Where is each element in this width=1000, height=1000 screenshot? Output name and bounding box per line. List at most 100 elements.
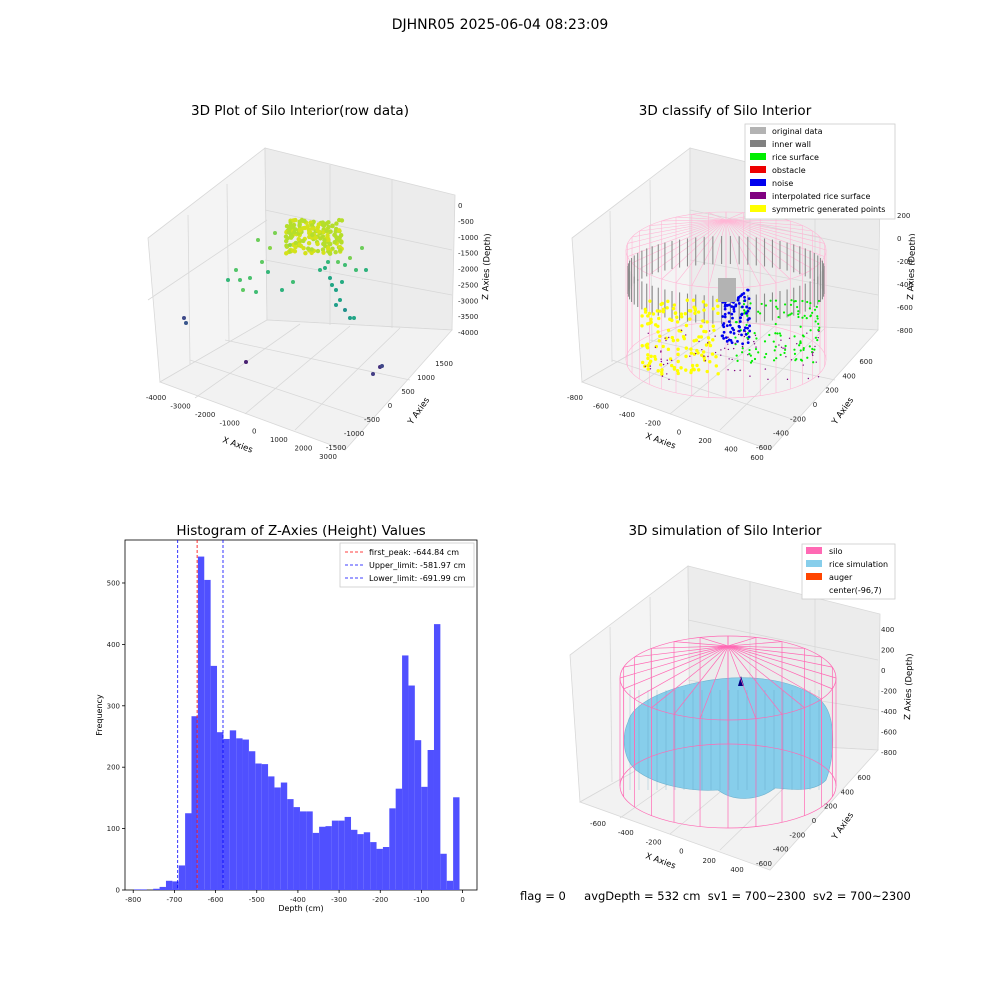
panel4-x-tick: 0 [679, 848, 683, 856]
histogram-bar [446, 880, 454, 890]
interpolated-point [815, 361, 817, 363]
histogram-bar [223, 738, 230, 890]
interpolated-point [714, 351, 717, 354]
rice-surface-point [797, 313, 800, 316]
interpolated-point [817, 336, 819, 339]
y-tick-label: 0 [116, 887, 120, 895]
interpolated-point [817, 376, 820, 378]
symmetric-point [666, 347, 671, 352]
panel2-zlabel: Z Axies (Depth) [906, 233, 915, 300]
symmetric-point [643, 310, 648, 314]
interpolated-point [660, 358, 662, 360]
data-point [352, 316, 356, 320]
histogram-bar [453, 797, 460, 890]
panel2-x-tick: -600 [593, 403, 609, 411]
interpolated-point [649, 368, 652, 370]
symmetric-point [684, 323, 689, 328]
x-tick-label: -600 [208, 896, 224, 904]
symmetric-point [643, 307, 648, 312]
histogram-bar [331, 820, 339, 890]
histogram-title: Histogram of Z-Axies (Height) Values [176, 523, 426, 539]
panel1-z-tick: -500 [458, 218, 474, 226]
noise-point [732, 305, 736, 309]
symmetric-point [700, 353, 704, 357]
symmetric-point [658, 334, 662, 338]
rice-surface-point [816, 317, 819, 320]
interpolated-point [704, 360, 707, 362]
noise-point [728, 323, 732, 327]
footer-sv1: sv1 = 700~2300 [707, 889, 806, 903]
panel2-y-tick: -600 [756, 444, 772, 452]
interpolated-point [812, 351, 814, 354]
silo-wireframe-line [725, 212, 744, 221]
panel1-y-tick: 500 [401, 388, 414, 396]
data-point [301, 226, 306, 231]
data-point [325, 246, 331, 251]
histogram-bar [134, 889, 141, 890]
symmetric-point [653, 323, 658, 327]
rice-surface-point [745, 323, 748, 327]
legend-label: center(-96,7) [829, 586, 882, 595]
symmetric-point [706, 336, 711, 340]
rice-surface-point [763, 340, 767, 343]
symmetric-point [684, 346, 689, 350]
data-point [301, 238, 306, 244]
rice-surface-point [736, 359, 739, 362]
interpolated-point [780, 339, 782, 341]
data-point [354, 268, 358, 272]
interpolated-point [701, 348, 703, 351]
silo-wireframe-line [727, 645, 822, 658]
data-point [299, 217, 305, 223]
rice-surface-point [811, 311, 814, 314]
rice-surface-point [797, 310, 800, 313]
silo-wireframe-line [727, 645, 757, 719]
interpolated-point [644, 365, 646, 368]
data-point [336, 260, 340, 264]
noise-point [738, 325, 741, 329]
symmetric-point [670, 363, 674, 368]
histogram-bar [370, 842, 377, 890]
symmetric-point [657, 339, 661, 343]
noise-point [722, 322, 726, 325]
rice-surface-point [799, 325, 802, 328]
symmetric-point [699, 324, 703, 329]
rice-surface-point [772, 359, 776, 362]
legend-label: auger [829, 573, 853, 582]
data-point [336, 228, 342, 233]
silo-wireframe-line [725, 219, 791, 280]
silo-wireframe-line [708, 212, 727, 221]
symmetric-point [675, 320, 680, 324]
symmetric-point [676, 347, 680, 351]
interpolated-point [753, 343, 756, 345]
panel2-x-tick: -800 [567, 394, 583, 402]
noise-point [722, 325, 726, 329]
histogram-bar [172, 881, 179, 890]
symmetric-point [708, 360, 712, 364]
panel2-x-tick: 600 [750, 454, 763, 462]
interpolated-point [732, 347, 735, 350]
rice-surface-point [779, 334, 782, 337]
legend-label: obstacle [772, 166, 806, 175]
rice-surface-point [734, 336, 737, 339]
interpolated-point [685, 334, 687, 336]
symmetric-point [673, 311, 678, 315]
symmetric-point [646, 356, 650, 361]
data-point [343, 263, 347, 267]
interpolated-point [743, 335, 746, 338]
histogram-bar [338, 820, 345, 890]
symmetric-point [670, 335, 674, 340]
rice-surface-point [748, 352, 751, 355]
data-point [332, 232, 337, 238]
panel4-y-tick: 200 [824, 803, 837, 811]
interpolated-point [647, 332, 649, 334]
noise-point [740, 312, 744, 316]
panel1-z-tick: -4000 [458, 329, 478, 337]
symmetric-point [705, 369, 709, 374]
symmetric-point [646, 314, 650, 318]
rice-surface-point [799, 358, 803, 361]
panel2-x-tick: -400 [619, 411, 635, 419]
rice-surface-point [802, 348, 805, 351]
symmetric-point [704, 329, 708, 334]
silo-wireframe-line [639, 219, 727, 270]
